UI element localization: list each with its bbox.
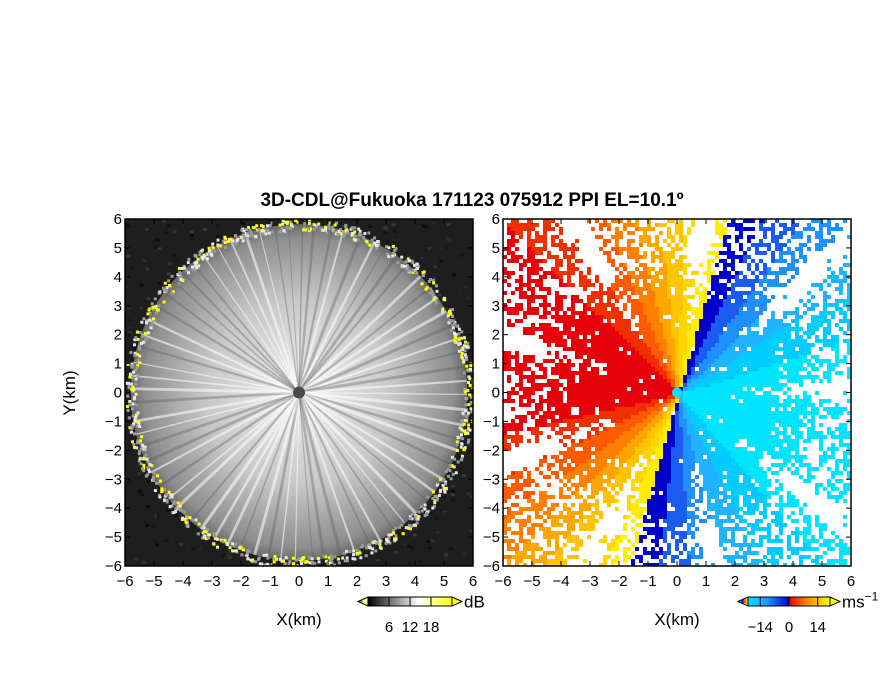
reflectivity-x-tick-label: 2 <box>353 573 361 590</box>
reflectivity-rays <box>130 224 468 561</box>
reflectivity-y-tick-label: −5 <box>105 529 122 546</box>
x-axis-label-left: X(km) <box>276 610 321 629</box>
velocity-y-tick-label: 3 <box>492 298 500 315</box>
reflectivity-y-tick-label: 5 <box>114 240 122 257</box>
reflectivity-x-tick-label: 3 <box>382 573 390 590</box>
velocity-y-tick-label: −5 <box>483 529 500 546</box>
reflectivity-x-tick-label: −1 <box>261 573 278 590</box>
colorbar-tick-label: 12 <box>402 619 419 636</box>
colorbar-unit: ms−1 <box>842 590 879 612</box>
colorbar-tick-label: 0 <box>785 619 793 636</box>
velocity-x-tick-label: 0 <box>673 573 681 590</box>
reflectivity-y-tick-label: 3 <box>114 298 122 315</box>
reflectivity-y-tick-label: 4 <box>114 269 122 286</box>
velocity-y-tick-label: 0 <box>492 385 500 402</box>
reflectivity-x-tick-label: 0 <box>295 573 303 590</box>
reflectivity-x-tick-label: 4 <box>411 573 419 590</box>
velocity-x-tick-label: 2 <box>731 573 739 590</box>
reflectivity-y-tick-label: −4 <box>105 500 122 517</box>
reflectivity-x-tick-label: −5 <box>145 573 162 590</box>
colorbar-tick-label: 6 <box>385 619 393 636</box>
velocity-panel: −6 −5 −4 −3 −2 −1 0 1 2 3 4 5 6 −6 −5 −4 −3 −2 −1 0 1 2 3 4 5 6 X… <box>483 211 855 629</box>
velocity-y-tick-label: −1 <box>483 413 500 430</box>
colorbar-tick-label: 14 <box>809 619 826 636</box>
reflectivity-x-tick-label: 1 <box>324 573 332 590</box>
velocity-x-tick-label: −1 <box>639 573 656 590</box>
reflectivity-y-tick-label: 1 <box>114 356 122 373</box>
reflectivity-y-tick-label: −3 <box>105 471 122 488</box>
reflectivity-ticks: −6 −5 −4 −3 −2 −1 0 1 2 3 4 5 6 −6 −5 −4 −3 −2 −1 0 1 2 3 4 5 6 <box>105 211 477 590</box>
colorbar-unit: dB <box>464 593 485 612</box>
chart-title: 3D-CDL@Fukuoka 171123 075912 PPI EL=10.1… <box>260 190 683 211</box>
velocity-y-tick-label: −2 <box>483 442 500 459</box>
reflectivity-x-tick-label: −4 <box>174 573 191 590</box>
reflectivity-x-tick-label: −6 <box>116 573 133 590</box>
velocity-x-tick-label: −2 <box>610 573 627 590</box>
velocity-y-tick-label: 5 <box>492 240 500 257</box>
velocity-y-tick-label: 4 <box>492 269 500 286</box>
colorbar-tick-label: 18 <box>423 619 440 636</box>
velocity-x-tick-label: −3 <box>581 573 598 590</box>
velocity-x-tick-label: −4 <box>552 573 569 590</box>
velocity-y-tick-label: −6 <box>483 558 500 575</box>
reflectivity-panel: −6 −5 −4 −3 −2 −1 0 1 2 3 4 5 6 −6 −5 −4 −3 −2 −1 0 1 2 3 4 5 6 X… <box>60 211 477 629</box>
reflectivity-x-tick-label: 5 <box>440 573 448 590</box>
velocity-x-tick-label: −6 <box>494 573 511 590</box>
radar-site-marker <box>293 386 305 399</box>
reflectivity-y-tick-label: 6 <box>114 211 122 228</box>
reflectivity-y-tick-label: −1 <box>105 413 122 430</box>
reflectivity-y-tick-label: −2 <box>105 442 122 459</box>
colorbar-tick-label: −14 <box>748 619 773 636</box>
reflectivity-y-tick-label: 2 <box>114 327 122 344</box>
velocity-y-tick-label: 6 <box>492 211 500 228</box>
reflectivity-x-tick-label: −3 <box>203 573 220 590</box>
reflectivity-x-tick-label: 6 <box>469 573 477 590</box>
velocity-y-tick-label: 2 <box>492 327 500 344</box>
reflectivity-y-tick-label: 0 <box>114 385 122 402</box>
velocity-x-tick-label: 1 <box>702 573 710 590</box>
x-axis-label-right: X(km) <box>654 610 699 629</box>
velocity-field <box>503 219 851 566</box>
velocity-ticks: −6 −5 −4 −3 −2 −1 0 1 2 3 4 5 6 −6 −5 −4 −3 −2 −1 0 1 2 3 4 5 6 <box>483 211 855 590</box>
y-axis-label: Y(km) <box>60 370 79 415</box>
velocity-x-tick-label: 5 <box>818 573 826 590</box>
velocity-y-tick-label: −3 <box>483 471 500 488</box>
velocity-colorbar: −14 0 14 ms−1 <box>736 590 879 636</box>
velocity-y-tick-label: −4 <box>483 500 500 517</box>
velocity-y-tick-label: 1 <box>492 356 500 373</box>
velocity-x-tick-label: −5 <box>523 573 540 590</box>
reflectivity-colorbar: 6 12 18 dB <box>356 593 485 636</box>
radar-site-marker-velocity <box>672 387 682 398</box>
reflectivity-y-tick-label: −6 <box>105 558 122 575</box>
velocity-x-tick-label: 6 <box>847 573 855 590</box>
velocity-x-tick-label: 3 <box>760 573 768 590</box>
velocity-x-tick-label: 4 <box>789 573 797 590</box>
reflectivity-x-tick-label: −2 <box>232 573 249 590</box>
